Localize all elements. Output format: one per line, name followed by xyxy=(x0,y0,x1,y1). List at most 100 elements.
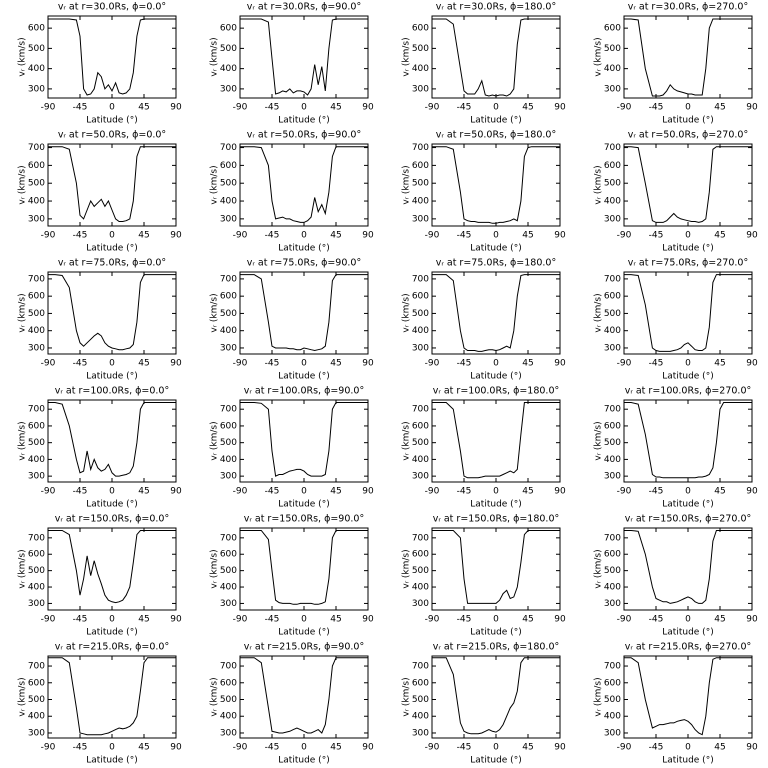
x-axis-label: Latitude (°) xyxy=(470,116,521,126)
x-tick-label: 0 xyxy=(685,103,691,113)
y-axis-label: vᵣ (km/s) xyxy=(18,165,28,204)
y-axis-label: vᵣ (km/s) xyxy=(210,165,220,204)
panel: vᵣ at r=100.0Rs, ϕ=270.0° -90 -45 0 45 90 300 4… xyxy=(594,386,758,510)
x-axis-label: Latitude (°) xyxy=(662,116,713,126)
panel-title: vᵣ at r=50.0Rs, ϕ=0.0° xyxy=(58,130,166,141)
panel-title: vᵣ at r=215.0Rs, ϕ=0.0° xyxy=(55,642,169,653)
y-axis-label: vᵣ (km/s) xyxy=(210,677,220,716)
x-tick-label: 45 xyxy=(714,359,725,369)
x-tick-label: 0 xyxy=(685,231,691,241)
x-tick-label: -45 xyxy=(649,359,664,369)
x-tick-label: 90 xyxy=(170,743,182,753)
y-tick-label: 700 xyxy=(220,405,237,415)
y-axis-label: vᵣ (km/s) xyxy=(210,549,220,588)
panel: vᵣ at r=50.0Rs, ϕ=90.0° -90 -45 0 45 90 300 400… xyxy=(210,130,374,254)
x-tick-label: 90 xyxy=(746,359,758,369)
plot-frame xyxy=(47,527,177,611)
y-tick-label: 600 xyxy=(220,421,237,431)
x-tick-label: 90 xyxy=(362,487,374,497)
plot-frame xyxy=(239,15,369,99)
panel: vᵣ at r=150.0Rs, ϕ=0.0° -90 -45 0 45 90 300 400… xyxy=(18,514,182,638)
x-tick-label: -45 xyxy=(649,231,664,241)
y-tick-label: 500 xyxy=(220,44,237,54)
x-tick-label: -90 xyxy=(233,359,248,369)
x-axis-label: Latitude (°) xyxy=(470,756,521,766)
y-axis-label: vᵣ (km/s) xyxy=(594,677,604,716)
data-line xyxy=(624,402,752,479)
y-tick-label: 500 xyxy=(28,179,45,189)
x-tick-label: -90 xyxy=(41,615,56,625)
y-tick-label: 400 xyxy=(28,197,45,207)
x-tick-label: 0 xyxy=(109,743,115,753)
x-axis-label: Latitude (°) xyxy=(86,116,137,126)
panel-title: vᵣ at r=50.0Rs, ϕ=270.0° xyxy=(628,130,748,141)
y-axis-label: vᵣ (km/s) xyxy=(594,293,604,332)
y-tick-label: 400 xyxy=(604,583,621,593)
x-tick-label: 90 xyxy=(362,231,374,241)
plot-frame xyxy=(623,655,753,739)
x-tick-label: 0 xyxy=(109,103,115,113)
y-tick-label: 300 xyxy=(604,728,621,738)
y-tick-label: 300 xyxy=(28,599,45,609)
x-tick-label: 0 xyxy=(301,487,307,497)
y-tick-label: 700 xyxy=(28,533,45,543)
y-axis-label: vᵣ (km/s) xyxy=(402,165,412,204)
y-tick-label: 400 xyxy=(220,197,237,207)
y-tick-label: 600 xyxy=(412,292,429,302)
y-axis-label: vᵣ (km/s) xyxy=(594,549,604,588)
y-tick-label: 400 xyxy=(604,64,621,74)
x-tick-label: 45 xyxy=(138,359,149,369)
x-tick-label: -90 xyxy=(233,615,248,625)
x-axis-label: Latitude (°) xyxy=(470,244,521,254)
data-line xyxy=(432,657,560,735)
x-tick-label: -45 xyxy=(457,743,472,753)
y-tick-label: 500 xyxy=(28,44,45,54)
y-tick-label: 600 xyxy=(412,24,429,34)
x-tick-label: 45 xyxy=(714,615,725,625)
y-tick-label: 600 xyxy=(220,292,237,302)
y-tick-label: 500 xyxy=(604,44,621,54)
x-axis-label: Latitude (°) xyxy=(86,756,137,766)
y-tick-label: 300 xyxy=(604,599,621,609)
data-line xyxy=(240,402,368,477)
y-tick-label: 500 xyxy=(412,695,429,705)
y-tick-label: 400 xyxy=(412,64,429,74)
y-tick-label: 500 xyxy=(220,695,237,705)
y-tick-label: 300 xyxy=(28,84,45,94)
x-tick-label: -45 xyxy=(265,231,280,241)
data-line xyxy=(48,274,176,351)
x-tick-label: 90 xyxy=(554,359,566,369)
x-tick-label: 0 xyxy=(685,359,691,369)
y-tick-label: 300 xyxy=(28,343,45,353)
y-tick-label: 400 xyxy=(220,64,237,74)
data-line xyxy=(624,657,752,736)
x-axis-label: Latitude (°) xyxy=(662,372,713,382)
panel-title: vᵣ at r=75.0Rs, ϕ=270.0° xyxy=(628,258,748,269)
x-tick-label: 45 xyxy=(330,743,341,753)
panel-title: vᵣ at r=215.0Rs, ϕ=90.0° xyxy=(244,642,364,653)
x-tick-label: 45 xyxy=(522,231,533,241)
data-line xyxy=(624,146,752,223)
x-tick-label: 45 xyxy=(330,615,341,625)
x-tick-label: 90 xyxy=(362,359,374,369)
x-axis-label: Latitude (°) xyxy=(662,244,713,254)
x-tick-label: 90 xyxy=(170,231,182,241)
y-tick-label: 600 xyxy=(604,550,621,560)
y-tick-label: 400 xyxy=(28,64,45,74)
plot-frame xyxy=(431,399,561,483)
panel: vᵣ at r=30.0Rs, ϕ=270.0° -90 -45 0 45 90 300 40… xyxy=(594,2,758,126)
x-tick-label: 0 xyxy=(493,231,499,241)
y-tick-label: 300 xyxy=(412,343,429,353)
data-line xyxy=(624,530,752,604)
data-line xyxy=(48,18,176,96)
plot-frame xyxy=(431,143,561,227)
plot-frame xyxy=(239,655,369,739)
x-tick-label: -90 xyxy=(425,359,440,369)
y-tick-label: 500 xyxy=(220,309,237,319)
panel: vᵣ at r=50.0Rs, ϕ=0.0° -90 -45 0 45 90 300 400 5… xyxy=(18,130,182,254)
x-tick-label: 0 xyxy=(109,615,115,625)
x-tick-label: 0 xyxy=(301,103,307,113)
x-tick-label: 90 xyxy=(170,487,182,497)
x-axis-label: Latitude (°) xyxy=(86,244,137,254)
x-axis-label: Latitude (°) xyxy=(662,500,713,510)
